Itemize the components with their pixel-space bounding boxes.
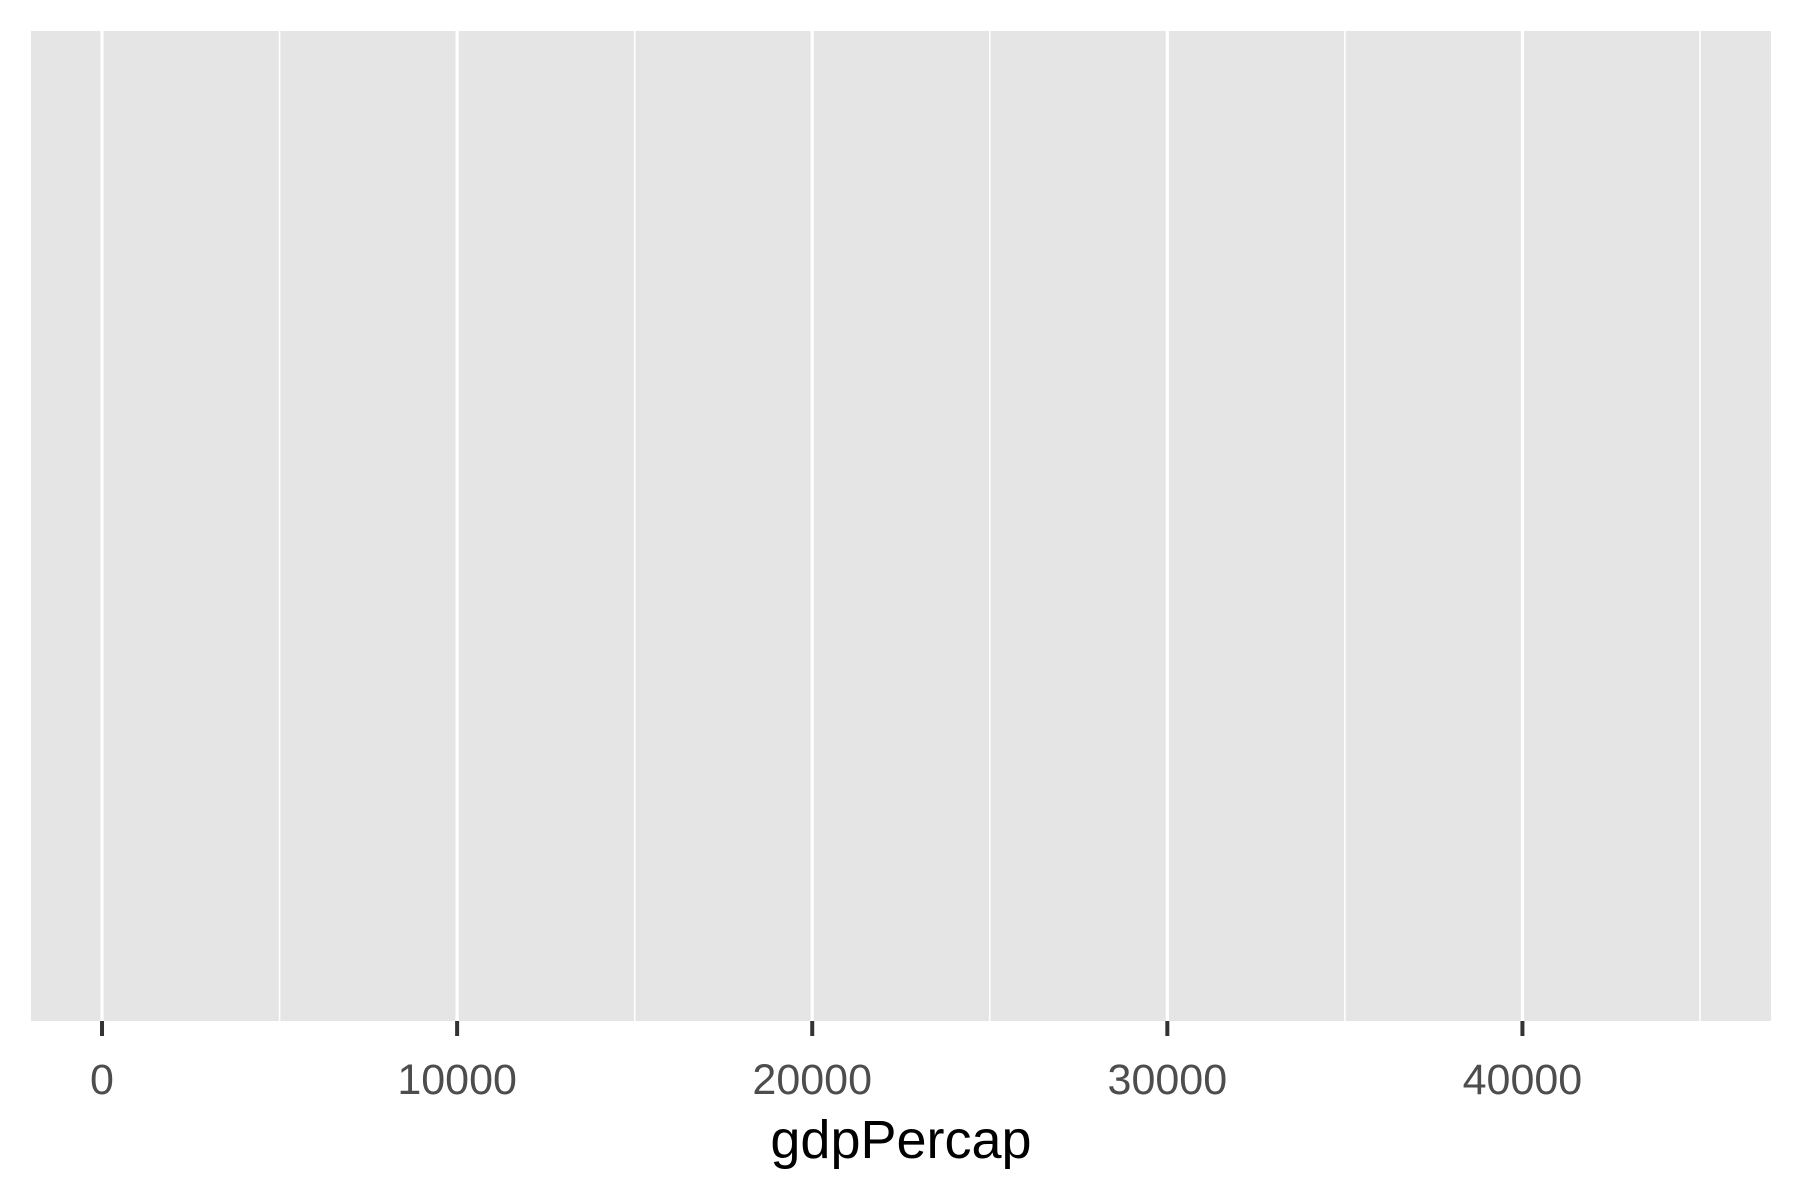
x-tick-label: 10000 <box>397 1056 517 1104</box>
major-gridlines <box>100 31 1525 1021</box>
x-tick-label: 0 <box>90 1056 114 1104</box>
panel-background <box>31 31 1771 1021</box>
x-axis-tick-labels: 0 10000 20000 30000 40000 <box>90 1056 1582 1104</box>
minor-gridlines <box>278 31 1701 1021</box>
x-tick-label: 20000 <box>752 1056 872 1104</box>
x-tick-label: 30000 <box>1108 1056 1228 1104</box>
x-tick-label: 40000 <box>1463 1056 1583 1104</box>
x-axis-ticks <box>100 1021 1525 1036</box>
x-axis-title: gdpPercap <box>770 1110 1031 1170</box>
